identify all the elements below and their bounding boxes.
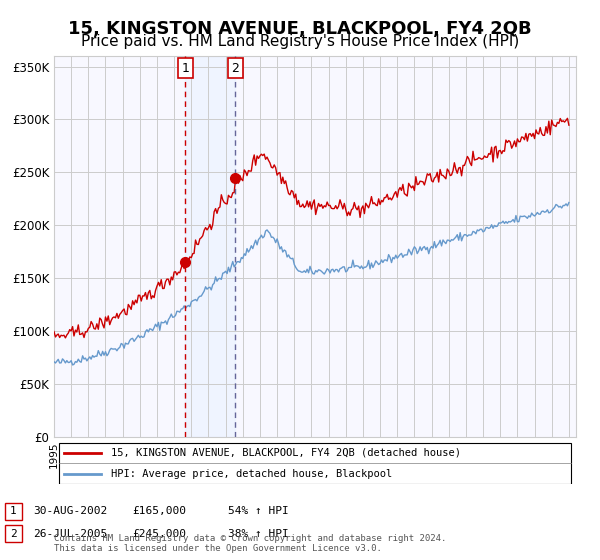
Text: HPI: Average price, detached house, Blackpool: HPI: Average price, detached house, Blac…	[112, 469, 392, 479]
Text: £245,000: £245,000	[132, 529, 186, 539]
Text: £165,000: £165,000	[132, 506, 186, 516]
Text: 1: 1	[182, 62, 190, 74]
Text: 26-JUL-2005: 26-JUL-2005	[33, 529, 107, 539]
Text: 30-AUG-2002: 30-AUG-2002	[33, 506, 107, 516]
Bar	[185, 56, 235, 437]
Text: 2: 2	[10, 529, 17, 539]
FancyBboxPatch shape	[59, 444, 571, 484]
Text: 54% ↑ HPI: 54% ↑ HPI	[228, 506, 289, 516]
Text: 38% ↑ HPI: 38% ↑ HPI	[228, 529, 289, 539]
Text: Price paid vs. HM Land Registry's House Price Index (HPI): Price paid vs. HM Land Registry's House …	[81, 34, 519, 49]
Text: Contains HM Land Registry data © Crown copyright and database right 2024.
This d: Contains HM Land Registry data © Crown c…	[54, 534, 446, 553]
Text: 15, KINGSTON AVENUE, BLACKPOOL, FY4 2QB (detached house): 15, KINGSTON AVENUE, BLACKPOOL, FY4 2QB …	[112, 448, 461, 458]
Text: 2: 2	[232, 62, 239, 74]
Text: 15, KINGSTON AVENUE, BLACKPOOL, FY4 2QB: 15, KINGSTON AVENUE, BLACKPOOL, FY4 2QB	[68, 20, 532, 38]
Text: 1: 1	[10, 506, 17, 516]
